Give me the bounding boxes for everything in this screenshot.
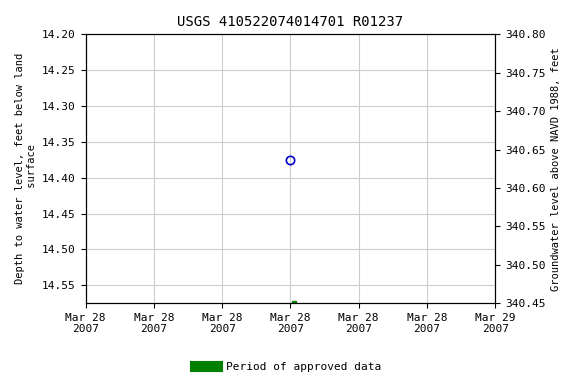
Y-axis label: Groundwater level above NAVD 1988, feet: Groundwater level above NAVD 1988, feet bbox=[551, 47, 561, 291]
Legend: Period of approved data: Period of approved data bbox=[191, 358, 385, 377]
Title: USGS 410522074014701 R01237: USGS 410522074014701 R01237 bbox=[177, 15, 403, 29]
Y-axis label: Depth to water level, feet below land
 surface: Depth to water level, feet below land su… bbox=[15, 53, 37, 284]
